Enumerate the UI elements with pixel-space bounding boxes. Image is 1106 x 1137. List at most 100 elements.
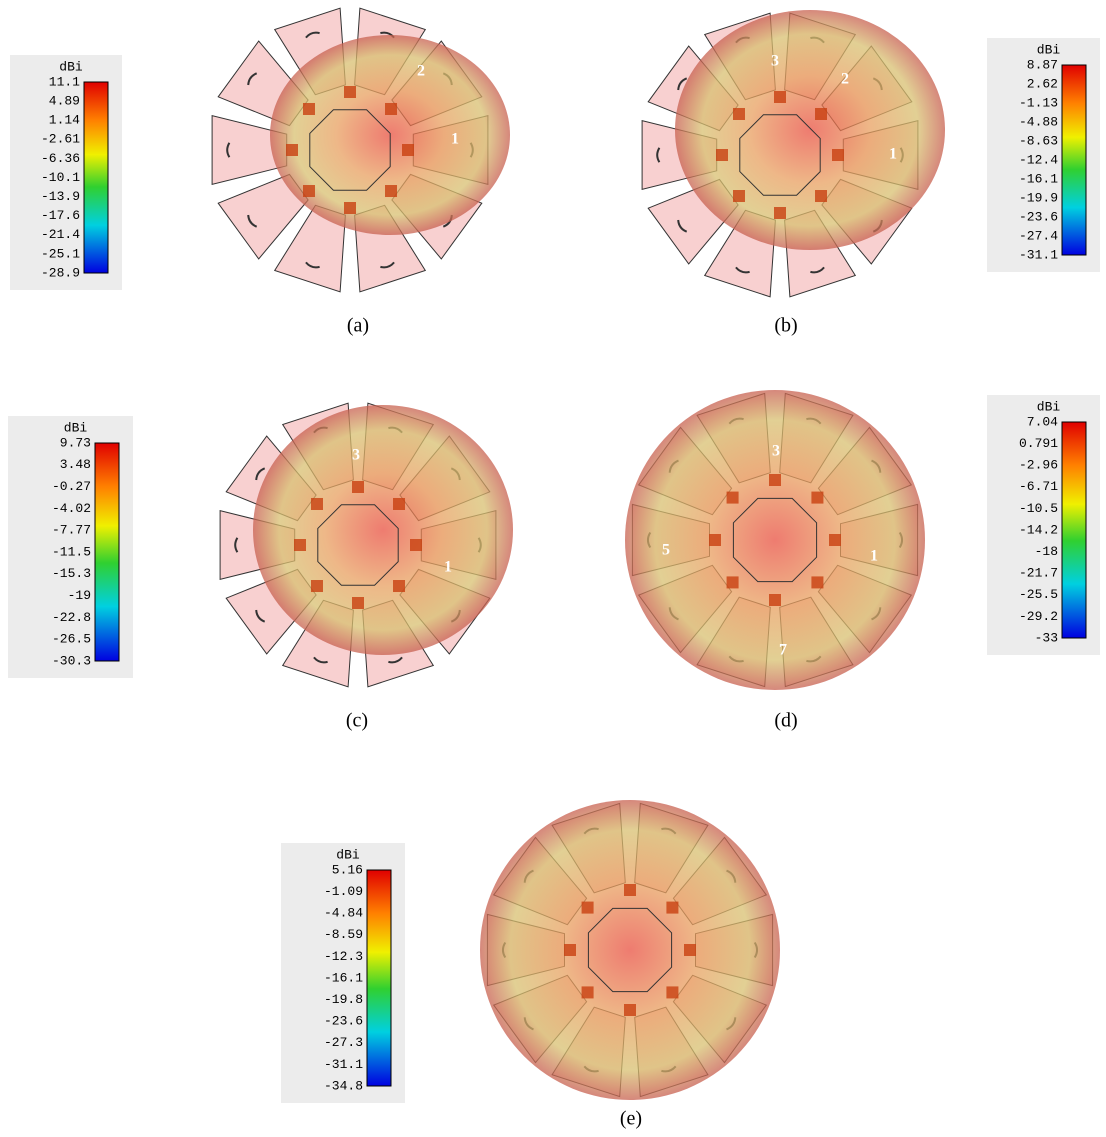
- colorbar-tick-label: -30.3: [52, 653, 91, 668]
- colorbar: [1061, 421, 1087, 639]
- slot: [234, 537, 239, 553]
- colorbar-tick-label: -26.5: [52, 632, 91, 647]
- port-label: 1: [451, 131, 459, 148]
- colorbar-tick-label: -14.2: [1019, 522, 1058, 537]
- feed: [815, 190, 828, 203]
- radiation-pattern: [625, 390, 925, 690]
- colorbar-tick-label: -16.1: [324, 970, 363, 985]
- colorbar: [94, 442, 120, 662]
- feed: [811, 576, 824, 589]
- feed: [344, 86, 356, 98]
- port-label: 1: [870, 548, 878, 565]
- slot: [247, 72, 258, 86]
- colorbar-tick-label: -4.02: [52, 501, 91, 516]
- colorbar-tick-label: 11.1: [49, 74, 80, 89]
- colorbar-tick-label: -22.8: [52, 610, 91, 625]
- colorbar-tick-label: -1.09: [324, 884, 363, 899]
- colorbar-tick-label: -19.9: [1019, 190, 1058, 205]
- colorbar-tick-label: -28.9: [41, 265, 80, 280]
- feed: [302, 102, 315, 115]
- radiation-pattern: [675, 10, 945, 250]
- colorbar-tick-label: -23.6: [324, 1014, 363, 1029]
- feed: [709, 534, 721, 546]
- feed: [286, 144, 298, 156]
- colorbar-tick-label: -33: [1035, 630, 1058, 645]
- feed: [352, 481, 364, 493]
- colorbar-tick-label: -25.5: [1019, 587, 1058, 602]
- port-label: 7: [779, 642, 787, 659]
- slot: [226, 142, 231, 158]
- colorbar-tick-label: -16.1: [1019, 171, 1058, 186]
- feed: [581, 901, 594, 914]
- colorbar-tick-label: 0.791: [1019, 436, 1058, 451]
- colorbar-tick-label: 7.04: [1027, 414, 1058, 429]
- slot: [305, 31, 320, 39]
- colorbar-tick-label: -12.4: [1019, 152, 1058, 167]
- feed: [581, 986, 594, 999]
- feed-octagon: [587, 907, 673, 993]
- colorbar-tick-label: -29.2: [1019, 609, 1058, 624]
- port-label: 1: [889, 146, 897, 163]
- feed: [774, 207, 786, 219]
- colorbar: [366, 869, 392, 1087]
- colorbar-tick-label: -15.3: [52, 566, 91, 581]
- colorbar-unit: dBi: [59, 59, 83, 74]
- colorbar-tick-label: -18: [1035, 544, 1058, 559]
- colorbar-tick-label: -27.3: [324, 1035, 363, 1050]
- colorbar-tick-label: 9.73: [60, 435, 91, 450]
- colorbar-tick-label: -25.1: [41, 246, 80, 261]
- colorbar-tick-label: -31.1: [324, 1057, 363, 1072]
- colorbar-tick-label: -19.8: [324, 992, 363, 1007]
- feed: [624, 1004, 636, 1016]
- port-label: 3: [772, 443, 780, 460]
- radiation-pattern: [253, 405, 513, 655]
- slot: [656, 147, 661, 163]
- colorbar-unit: dBi: [336, 847, 360, 862]
- feed: [732, 190, 745, 203]
- feed: [402, 144, 414, 156]
- colorbar-tick-label: -10.5: [1019, 501, 1058, 516]
- caption: (b): [774, 315, 797, 337]
- colorbar-tick-label: -34.8: [324, 1078, 363, 1093]
- feed: [410, 539, 422, 551]
- feed-octagon: [317, 504, 399, 586]
- colorbar: [83, 81, 109, 274]
- colorbar-tick-label: -0.27: [52, 479, 91, 494]
- colorbar-tick-label: -31.1: [1019, 247, 1058, 262]
- colorbar-tick-label: 5.16: [332, 862, 363, 877]
- feed: [829, 534, 841, 546]
- slot: [255, 467, 266, 481]
- colorbar-unit: dBi: [1037, 399, 1061, 414]
- colorbar-tick-label: 2.62: [1027, 76, 1058, 91]
- colorbar-tick-label: -6.71: [1019, 479, 1058, 494]
- slot: [255, 609, 266, 623]
- feed: [811, 491, 824, 504]
- colorbar-tick-label: 3.48: [60, 457, 91, 472]
- feed: [310, 580, 323, 593]
- colorbar-tick-label: -10.1: [41, 170, 80, 185]
- slot: [677, 77, 688, 91]
- colorbar-tick-label: -11.5: [52, 544, 91, 559]
- slot: [305, 261, 320, 269]
- colorbar-tick-label: -7.77: [52, 523, 91, 538]
- colorbar-tick-label: 8.87: [1027, 57, 1058, 72]
- feed: [815, 107, 828, 120]
- slot: [735, 266, 750, 274]
- feed: [769, 474, 781, 486]
- feed-octagon: [309, 109, 391, 191]
- caption: (c): [346, 710, 368, 732]
- feed: [385, 185, 398, 198]
- colorbar-tick-label: 4.89: [49, 94, 80, 109]
- colorbar-tick-label: -17.6: [41, 208, 80, 223]
- feed: [774, 91, 786, 103]
- caption: (d): [774, 710, 797, 732]
- colorbar-tick-label: -13.9: [41, 189, 80, 204]
- feed: [385, 102, 398, 115]
- caption: (e): [620, 1108, 642, 1130]
- colorbar-tick-label: -4.84: [324, 906, 363, 921]
- feed: [726, 491, 739, 504]
